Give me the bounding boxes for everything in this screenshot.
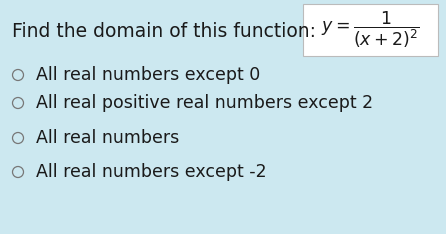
Text: All real positive real numbers except 2: All real positive real numbers except 2 [36, 94, 373, 112]
Text: All real numbers: All real numbers [36, 129, 179, 147]
Text: All real numbers except -2: All real numbers except -2 [36, 163, 267, 181]
Text: All real numbers except 0: All real numbers except 0 [36, 66, 260, 84]
Text: Find the domain of this function:: Find the domain of this function: [12, 22, 316, 41]
FancyBboxPatch shape [303, 4, 438, 56]
Text: $y=\dfrac{1}{(x+2)^{2}}$: $y=\dfrac{1}{(x+2)^{2}}$ [321, 10, 420, 50]
